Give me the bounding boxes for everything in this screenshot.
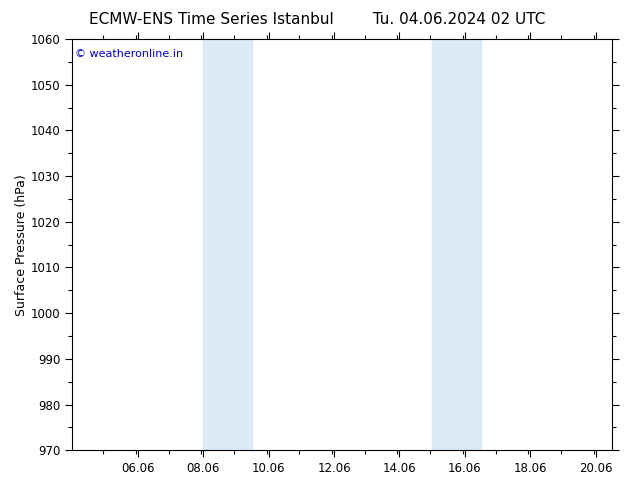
Text: © weatheronline.in: © weatheronline.in	[75, 49, 183, 59]
Y-axis label: Surface Pressure (hPa): Surface Pressure (hPa)	[15, 174, 28, 316]
Bar	[203, 39, 252, 450]
Text: ECMW-ENS Time Series Istanbul        Tu. 04.06.2024 02 UTC: ECMW-ENS Time Series Istanbul Tu. 04.06.…	[89, 12, 545, 27]
Bar	[432, 39, 481, 450]
